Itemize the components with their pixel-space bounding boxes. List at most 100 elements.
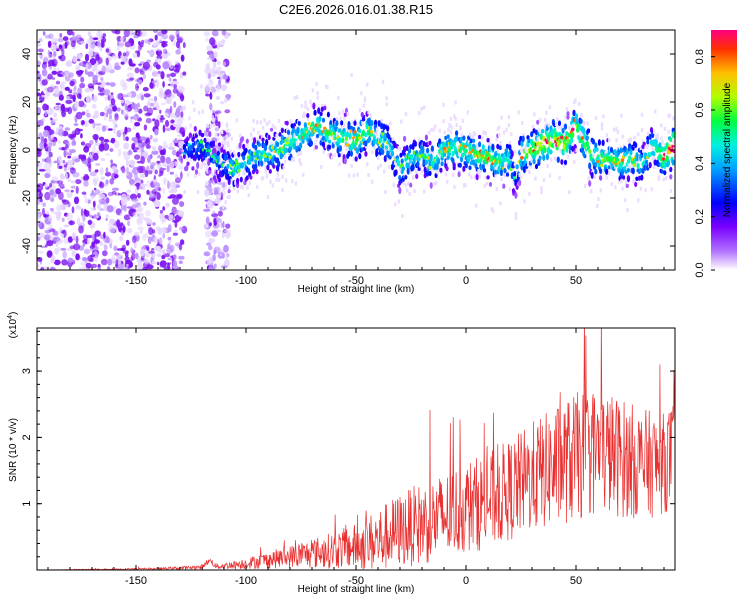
- ridge-cell: [397, 159, 401, 167]
- ridge-cell: [328, 144, 332, 150]
- ridge-halo-cell: [571, 123, 575, 128]
- noise-blob: [167, 196, 173, 199]
- noise-blob: [105, 82, 111, 86]
- noise-blob: [94, 189, 101, 195]
- noise-strip-blob: [222, 188, 226, 197]
- noise-blob: [110, 228, 116, 234]
- noise-blob: [154, 169, 158, 175]
- noise-blob: [137, 226, 144, 231]
- noise-blob: [139, 136, 147, 141]
- noise-blob: [109, 82, 116, 87]
- noise-blob: [93, 214, 97, 219]
- noise-strip-blob: [225, 129, 231, 132]
- noise-blob: [45, 156, 52, 165]
- noise-blob: [158, 174, 162, 177]
- noise-blob: [159, 109, 162, 114]
- ridge-halo-cell: [642, 139, 645, 144]
- noise-blob: [105, 236, 110, 244]
- noise-blob: [47, 59, 55, 67]
- ridge-halo-cell: [302, 172, 305, 177]
- noise-strip-blob: [208, 266, 215, 270]
- ridge-cell: [522, 162, 527, 168]
- ridge-halo-cell: [362, 103, 365, 108]
- noise-blob: [80, 133, 83, 139]
- noise-strip-blob: [221, 252, 225, 259]
- noise-blob: [81, 191, 87, 195]
- ridge-halo-cell: [640, 128, 644, 133]
- ridge-cell: [296, 127, 300, 135]
- ridge-halo-cell: [456, 145, 460, 150]
- noise-blob: [106, 205, 114, 213]
- ridge-halo-cell: [548, 105, 552, 110]
- noise-blob: [95, 54, 100, 62]
- noise-blob: [162, 187, 165, 195]
- ridge-halo-cell: [461, 118, 465, 123]
- ridge-halo-cell: [478, 174, 481, 179]
- ridge-cell: [299, 142, 303, 150]
- ridge-halo-cell: [366, 82, 369, 87]
- ridge-cell: [430, 145, 434, 152]
- ridge-halo-cell: [621, 186, 624, 191]
- noise-blob: [67, 257, 74, 263]
- noise-blob: [178, 260, 183, 264]
- ridge-halo-cell: [554, 122, 558, 126]
- noise-blob: [63, 107, 70, 112]
- noise-blob: [85, 62, 89, 71]
- ridge-halo-cell: [233, 186, 236, 191]
- ridge-halo-cell: [304, 104, 307, 109]
- noise-blob: [167, 180, 170, 190]
- noise-blob: [44, 191, 51, 201]
- snr-marks: [37, 328, 675, 570]
- ridge-cell: [236, 177, 240, 185]
- ridge-halo-cell: [442, 119, 445, 124]
- noise-blob: [66, 192, 73, 198]
- ridge-cell: [257, 142, 261, 147]
- ridge-halo-cell: [660, 136, 663, 141]
- ridge-halo-cell: [627, 138, 630, 143]
- ridge-cell: [601, 139, 605, 146]
- noise-blob: [170, 112, 177, 119]
- ridge-halo-cell: [575, 148, 578, 153]
- ridge-halo-cell: [236, 145, 239, 150]
- ridge-peak-cell: [370, 129, 374, 134]
- noise-blob: [100, 258, 108, 266]
- noise-blob: [166, 165, 170, 173]
- noise-blob: [110, 159, 113, 164]
- ridge-halo-cell: [633, 135, 636, 140]
- ridge-cell: [595, 147, 599, 152]
- noise-blob: [168, 214, 174, 221]
- noise-blob: [75, 186, 79, 194]
- ridge-halo-cell: [408, 191, 411, 196]
- noise-blob: [73, 85, 77, 92]
- ridge-halo-cell: [200, 84, 203, 89]
- ridge-halo-cell: [310, 103, 313, 108]
- ridge-cell: [208, 131, 212, 138]
- noise-blob: [151, 229, 156, 234]
- ridge-halo-cell: [610, 182, 613, 187]
- ridge-cell: [401, 166, 405, 171]
- noise-blob: [71, 140, 77, 147]
- ridge-cell: [370, 120, 374, 127]
- noise-blob: [139, 248, 145, 257]
- noise-blob: [37, 220, 43, 228]
- noise-blob: [134, 231, 140, 236]
- ridge-peak-cell: [571, 127, 575, 132]
- ridge-halo-cell: [525, 167, 529, 172]
- ridge-halo-cell: [241, 185, 244, 190]
- noise-blob: [105, 213, 109, 219]
- noise-blob: [91, 233, 95, 242]
- noise-blob: [141, 31, 148, 37]
- ridge-cell: [216, 156, 220, 164]
- ridge-halo-cell: [262, 176, 265, 181]
- ridge-halo-cell: [279, 129, 282, 134]
- noise-blob: [76, 93, 82, 99]
- noise-blob: [167, 236, 172, 241]
- noise-strip-blob: [226, 253, 230, 257]
- ridge-cell: [640, 153, 644, 158]
- x-tick-label: -150: [125, 575, 147, 587]
- ridge-halo-cell: [216, 194, 219, 199]
- noise-blob: [115, 191, 119, 196]
- noise-blob: [144, 251, 150, 258]
- noise-blob: [124, 103, 128, 111]
